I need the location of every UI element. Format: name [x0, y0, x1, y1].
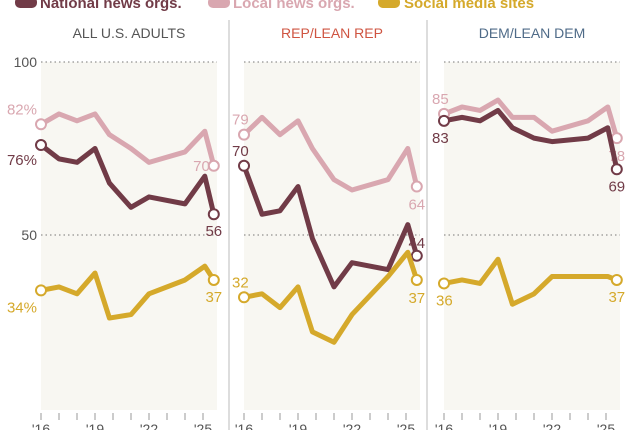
data-label-social: 37: [608, 289, 625, 306]
point-national: [438, 114, 450, 127]
data-label-social: 34%: [7, 299, 37, 316]
legend-swatch: [378, 0, 400, 8]
panel-title: REP/LEAN REP: [281, 25, 383, 41]
line-social: [40, 263, 216, 321]
line-local: [39, 111, 217, 167]
x-tick-label: '16: [32, 421, 50, 430]
y-tick-label: 100: [14, 54, 38, 70]
data-label-national: 83: [432, 130, 449, 147]
data-label-local: 64: [408, 197, 425, 214]
panel-0: ALL U.S. ADULTS 100 50 '16 '19 '22 '25 82% 70 76%…: [7, 25, 222, 430]
panel-1: REP/LEAN REP '16 '19 '22 '25 79 64 70 44 32 37: [232, 25, 425, 430]
y-tick-label: 50: [21, 227, 37, 243]
x-tick-label: '22: [140, 421, 158, 430]
line-local: [242, 114, 420, 193]
point-social: [410, 273, 423, 286]
line-national: [443, 107, 620, 170]
point-social: [610, 273, 623, 286]
plot-background: [244, 62, 420, 410]
x-tick-label: '22: [543, 421, 561, 430]
point-local: [35, 118, 47, 131]
point-social: [207, 273, 220, 286]
point-social: [238, 291, 250, 304]
x-tick-label: '25: [194, 421, 212, 430]
line-social: [243, 249, 420, 345]
x-tick-label: '16: [435, 421, 453, 430]
data-label-social: 37: [205, 289, 222, 306]
legend-item-local: Local news orgs.: [208, 0, 355, 12]
x-tick-label: '16: [235, 421, 253, 430]
data-label-national: 70: [232, 143, 249, 160]
point-national: [35, 139, 47, 152]
line-national: [241, 164, 420, 290]
x-tick-label: '19: [289, 421, 307, 430]
data-label-local: 85: [432, 91, 449, 108]
line-social: [443, 256, 618, 307]
data-label-social: 37: [408, 290, 425, 307]
panel-title: DEM/LEAN DEM: [479, 25, 586, 41]
point-national: [207, 208, 220, 221]
point-national: [410, 249, 423, 262]
x-tick-label: '25: [397, 421, 415, 430]
x-tick-label: '25: [597, 421, 615, 430]
data-label-social: 32: [232, 274, 249, 291]
legend-item-national: National news orgs.: [15, 0, 182, 12]
legend-label: National news orgs.: [40, 0, 182, 12]
line-national: [39, 143, 217, 215]
x-tick-label: '22: [343, 421, 361, 430]
panel-title: ALL U.S. ADULTS: [73, 25, 186, 41]
data-label-national: 44: [408, 235, 425, 252]
x-tick-label: '19: [86, 421, 104, 430]
point-national: [610, 163, 623, 176]
point-social: [35, 284, 47, 297]
data-label-national: 69: [608, 178, 625, 195]
x-tick-label: '19: [489, 421, 507, 430]
legend-label: Local news orgs.: [233, 0, 355, 12]
data-label-local: 79: [232, 112, 249, 129]
line-local: [443, 97, 620, 139]
data-label-social: 36: [436, 292, 453, 309]
point-social: [438, 277, 450, 290]
legend-swatch: [15, 0, 37, 8]
data-label-local: 82%: [7, 101, 37, 118]
data-label-national: 76%: [7, 152, 37, 169]
point-local: [207, 159, 220, 172]
legend-item-social: Social media sites: [378, 0, 534, 12]
point-national: [238, 159, 250, 172]
point-local: [238, 128, 250, 141]
data-label-national: 56: [205, 223, 222, 240]
data-label-local: 70: [193, 158, 210, 175]
legend-swatch: [208, 0, 230, 8]
point-local: [410, 180, 423, 193]
plot-background: [41, 62, 217, 410]
legend-label: Social media sites: [404, 0, 534, 12]
